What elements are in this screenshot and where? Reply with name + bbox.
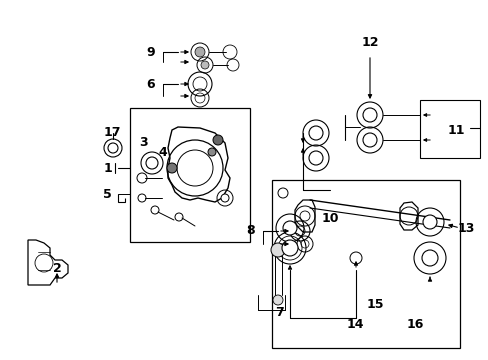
Bar bbox=[130, 108, 249, 242]
Text: 5: 5 bbox=[103, 188, 112, 201]
Circle shape bbox=[283, 221, 296, 235]
Text: 6: 6 bbox=[146, 77, 155, 90]
Circle shape bbox=[362, 108, 376, 122]
Circle shape bbox=[270, 243, 285, 257]
Circle shape bbox=[421, 250, 437, 266]
Text: 14: 14 bbox=[346, 319, 363, 332]
Circle shape bbox=[108, 143, 118, 153]
Bar bbox=[271, 180, 459, 348]
Circle shape bbox=[195, 47, 204, 57]
Text: 16: 16 bbox=[406, 319, 423, 332]
Text: 13: 13 bbox=[456, 221, 474, 234]
Circle shape bbox=[308, 126, 323, 140]
Circle shape bbox=[146, 157, 158, 169]
Circle shape bbox=[207, 148, 216, 156]
Text: 17: 17 bbox=[103, 126, 121, 139]
Circle shape bbox=[221, 194, 228, 202]
Text: 1: 1 bbox=[103, 162, 112, 175]
Text: 12: 12 bbox=[361, 36, 378, 49]
Circle shape bbox=[362, 133, 376, 147]
Text: 11: 11 bbox=[447, 123, 464, 136]
Text: 7: 7 bbox=[275, 306, 284, 319]
Circle shape bbox=[213, 135, 223, 145]
Text: 9: 9 bbox=[146, 45, 155, 58]
Circle shape bbox=[308, 151, 323, 165]
Text: 2: 2 bbox=[53, 261, 61, 274]
Bar bbox=[419, 100, 479, 158]
Circle shape bbox=[167, 163, 177, 173]
Text: 4: 4 bbox=[158, 145, 167, 158]
Text: 15: 15 bbox=[366, 298, 383, 311]
Circle shape bbox=[282, 240, 297, 256]
Text: 10: 10 bbox=[321, 211, 338, 225]
Circle shape bbox=[422, 215, 436, 229]
Circle shape bbox=[201, 61, 208, 69]
Circle shape bbox=[272, 295, 283, 305]
Text: 8: 8 bbox=[246, 225, 254, 238]
Text: 3: 3 bbox=[140, 136, 148, 149]
